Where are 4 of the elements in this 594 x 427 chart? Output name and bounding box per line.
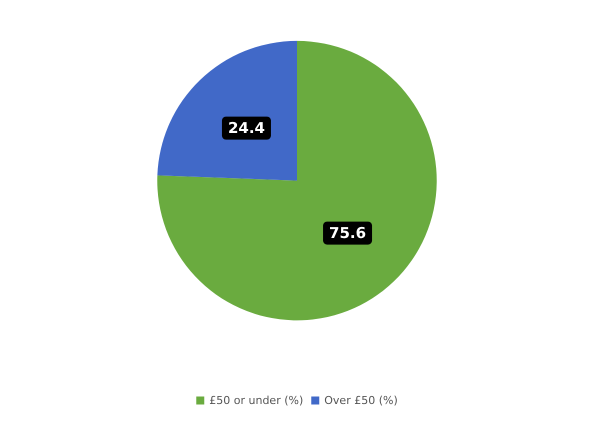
data-label: 24.4 (228, 119, 265, 138)
legend-label: £50 or under (%) (209, 394, 304, 407)
data-label: 75.6 (329, 224, 366, 242)
legend-label: Over £50 (%) (324, 394, 398, 407)
